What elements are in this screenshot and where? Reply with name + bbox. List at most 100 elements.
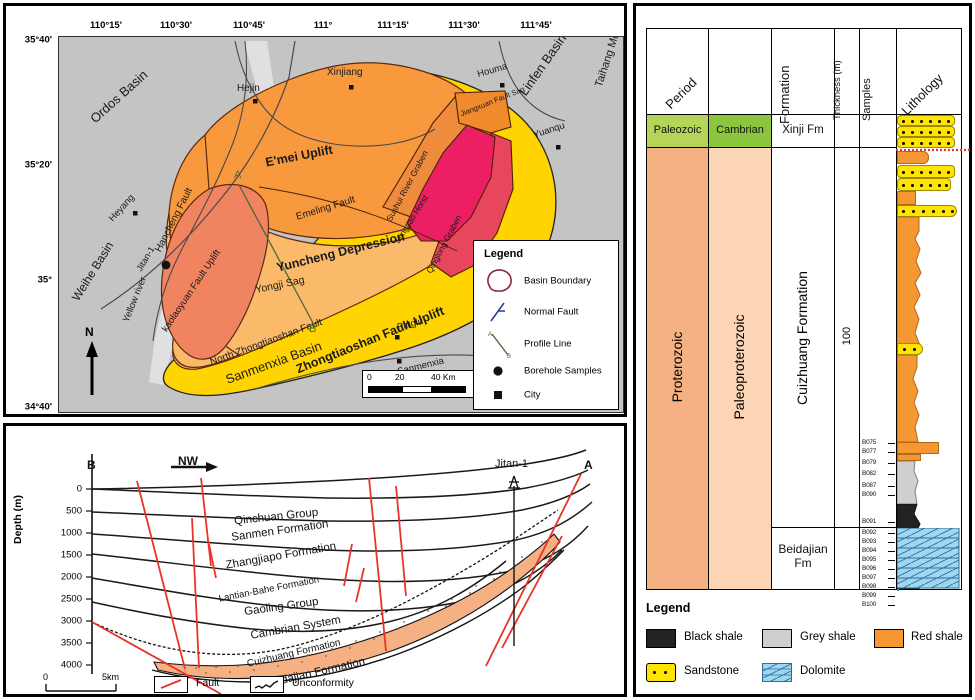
section-endpoint-a: A [584, 458, 593, 472]
lat-tick-label: 35°20' [24, 159, 52, 171]
legend-item-city[interactable]: City [482, 385, 616, 405]
sample-tick [888, 578, 895, 579]
sample-label: B077 [862, 448, 877, 455]
formation-label-xinji: Xinji Fm [782, 124, 824, 136]
lithology-track [896, 115, 972, 591]
nw-direction-arrow [171, 462, 218, 472]
xs-scale-start: 0 [43, 672, 49, 682]
sample-tick [888, 560, 895, 561]
lith-sandstone [897, 205, 957, 217]
legend-item-normal-fault[interactable]: Normal Fault [482, 299, 616, 325]
city-marker-houma [500, 83, 505, 88]
lon-tick-label: 111°15' [377, 20, 409, 31]
depth-tick-label: 0 [76, 483, 82, 495]
sample-label: B092 [862, 529, 877, 536]
legend-item-basin-boundary[interactable]: Basin Boundary [482, 267, 616, 295]
depth-tick-label: 3000 [60, 615, 82, 627]
sample-label: B090 [862, 491, 877, 498]
sample-tick [888, 605, 895, 606]
cuizhuang-formation-wedge [153, 533, 561, 680]
cell-system-cambrian: Cambrian [709, 115, 772, 148]
basin-boundary-icon [487, 269, 512, 292]
legend-label: Normal Fault [524, 306, 579, 318]
depth-tick-label: 3500 [60, 637, 82, 649]
legend-item-profile-line[interactable]: A B Profile Line [482, 329, 616, 360]
cell-era-paleozoic: Paleozoic [647, 115, 709, 148]
sample-tick [888, 569, 895, 570]
lat-tick-label: 34°40' [24, 401, 52, 413]
city-square-icon [494, 391, 502, 399]
sample-label: B097 [862, 574, 877, 581]
sample-label: B098 [862, 583, 877, 590]
city-marker-pinglu [395, 335, 400, 340]
sample-label: B082 [862, 470, 877, 477]
fault-line-icon [154, 676, 188, 693]
strat-table: Period Formation Thickness (m) Samples L… [646, 28, 972, 608]
depth-tick-label: 2500 [60, 593, 82, 605]
legend-label: City [524, 389, 541, 401]
cell-thickness-cuizhuang: 100 [835, 148, 860, 528]
emeling-fault-line [258, 186, 458, 252]
map-legend-title: Legend [484, 248, 524, 260]
scalebar-tick-20: 20 [395, 372, 405, 382]
jiangxuan-fault-sag-polygon [454, 90, 512, 134]
sample-tick [888, 587, 895, 588]
city-marker-hejin [253, 99, 258, 104]
profile-line-icon: A B [488, 332, 511, 360]
legend-item-borehole-samples[interactable]: Borehole Samples [482, 361, 616, 381]
sample-label: B100 [862, 601, 877, 608]
lith-red-shale-main [897, 217, 922, 358]
system-label-paleoproterozoic: Paleoproterozoic [731, 314, 747, 420]
era-label-proterozoic: Proterozoic [669, 331, 685, 403]
sample-tick [888, 522, 895, 523]
borehole-dot-jitan1 [161, 260, 171, 270]
legend-label-grey-shale: Grey shale [800, 631, 856, 643]
lith-red-shale-bed [897, 442, 939, 454]
city-marker-sanmenxia [397, 359, 402, 364]
lon-tick-label: 110°15' [90, 20, 122, 31]
sample-tick [888, 443, 895, 444]
sample-tick [888, 542, 895, 543]
unconformity-line-icon [250, 676, 284, 693]
sample-label: B091 [862, 518, 877, 525]
lat-tick-label: 35°40' [24, 34, 52, 46]
cross-section-scalebar [45, 684, 117, 692]
lon-tick-label: 110°45' [233, 20, 265, 31]
xs-legend-label-unconformity: Unconformity [292, 677, 354, 689]
lon-tick-label: 111°30' [448, 20, 480, 31]
lith-sandstone [897, 165, 955, 178]
river-line-north [234, 40, 436, 147]
city-marker-heyang [133, 211, 138, 216]
lith-sandstone-xinji [897, 115, 955, 126]
map-canvas[interactable]: Ordos Basin Linfen Basin Weihe Basin San… [58, 36, 624, 413]
sample-label: B099 [862, 592, 877, 599]
svg-text:B: B [507, 354, 511, 359]
section-endpoint-b: B [87, 458, 96, 472]
cell-era-proterozoic: Proterozoic [647, 148, 709, 589]
unconformity-marker-red [896, 148, 972, 152]
lon-tick-label: 111°45' [520, 20, 552, 31]
profile-line-ab [238, 184, 314, 324]
legend-swatch-red-shale [874, 629, 904, 648]
era-label-paleozoic: Paleozoic [653, 124, 702, 136]
scalebar-tick-40: 40 Km [431, 372, 456, 382]
lat-tick-label: 35° [37, 274, 52, 286]
yellow-river-line [152, 40, 248, 342]
cross-section-canvas[interactable]: Depth (m) 0 500 1000 1500 2000 2500 3000… [6, 426, 624, 694]
thickness-label-cuizhuang: 100 [841, 326, 853, 346]
normal-fault-icon [490, 302, 505, 322]
scalebar-tick-0: 0 [367, 372, 372, 382]
depth-tick-label: 4000 [60, 659, 82, 671]
lith-red-shale [897, 191, 916, 205]
derrick-icon [508, 475, 520, 489]
cell-system-paleoproterozoic: Paleoproterozoic [709, 148, 772, 589]
legend-swatch-sandstone [646, 663, 676, 682]
lon-tick-label: 110°30' [160, 20, 192, 31]
borehole-dot-icon [493, 366, 503, 376]
header-thickness: Thickness (m) [832, 60, 843, 120]
sample-label: B095 [862, 556, 877, 563]
sample-tick [888, 533, 895, 534]
north-arrow: N [79, 325, 107, 397]
cell-formation-cuizhuang: Cuizhuang Formation [772, 148, 835, 528]
